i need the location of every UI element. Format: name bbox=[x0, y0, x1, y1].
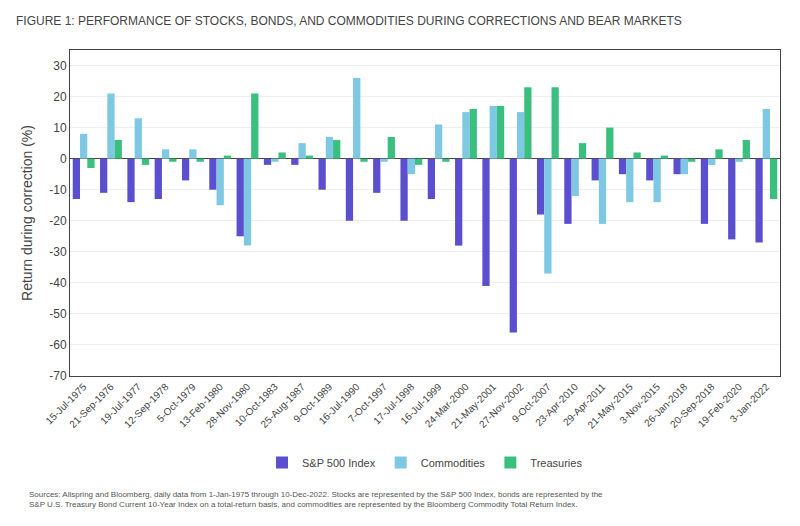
svg-text:-60: -60 bbox=[49, 338, 67, 352]
svg-text:20-Sep-2018: 20-Sep-2018 bbox=[668, 381, 717, 430]
svg-text:-70: -70 bbox=[49, 369, 67, 383]
svg-text:12-Sep-1978: 12-Sep-1978 bbox=[122, 381, 171, 430]
svg-text:29-Apr-2011: 29-Apr-2011 bbox=[561, 381, 608, 428]
svg-text:10-Oct-1983: 10-Oct-1983 bbox=[233, 381, 280, 428]
svg-text:21-Sep-1976: 21-Sep-1976 bbox=[67, 381, 116, 430]
svg-text:-30: -30 bbox=[49, 245, 67, 259]
svg-text:-20: -20 bbox=[49, 214, 67, 228]
svg-text:0: 0 bbox=[60, 152, 67, 166]
svg-text:5-Oct-1979: 5-Oct-1979 bbox=[155, 381, 198, 424]
svg-text:-10: -10 bbox=[49, 183, 67, 197]
svg-text:3-Jan-2022: 3-Jan-2022 bbox=[728, 381, 772, 425]
svg-text:Commodities: Commodities bbox=[421, 457, 486, 469]
svg-text:17-Jul-1998: 17-Jul-1998 bbox=[371, 381, 416, 426]
svg-text:23-Apr-2010: 23-Apr-2010 bbox=[533, 381, 580, 428]
svg-text:-40: -40 bbox=[49, 276, 67, 290]
svg-text:21-May-2015: 21-May-2015 bbox=[585, 381, 635, 431]
svg-text:7-Oct-1997: 7-Oct-1997 bbox=[346, 381, 389, 424]
svg-text:-50: -50 bbox=[49, 307, 67, 321]
svg-text:9-Oct-1989: 9-Oct-1989 bbox=[291, 381, 334, 424]
svg-text:25-Aug-1987: 25-Aug-1987 bbox=[258, 381, 307, 430]
svg-text:19-Jul-1977: 19-Jul-1977 bbox=[98, 381, 143, 426]
svg-text:28-Nov-1980: 28-Nov-1980 bbox=[204, 381, 253, 430]
svg-text:26-Jan-2018: 26-Jan-2018 bbox=[642, 381, 690, 429]
svg-text:19-Feb-2020: 19-Feb-2020 bbox=[696, 381, 745, 430]
svg-text:Sources: Allspring and Bloombe: Sources: Allspring and Bloomberg, daily … bbox=[29, 490, 603, 509]
svg-text:FIGURE 1: PERFORMANCE OF STOCK: FIGURE 1: PERFORMANCE OF STOCKS, BONDS, … bbox=[16, 14, 682, 28]
svg-text:15-Jul-1975: 15-Jul-1975 bbox=[43, 381, 88, 426]
svg-text:9-Oct-2007: 9-Oct-2007 bbox=[510, 381, 553, 424]
svg-text:Treasuries: Treasuries bbox=[530, 457, 582, 469]
svg-text:Return during correction (%): Return during correction (%) bbox=[19, 125, 35, 301]
svg-text:3-Nov-2015: 3-Nov-2015 bbox=[617, 381, 662, 426]
svg-text:21-May-2001: 21-May-2001 bbox=[449, 381, 499, 431]
svg-text:10: 10 bbox=[53, 121, 67, 135]
svg-text:16-Jul-1990: 16-Jul-1990 bbox=[317, 381, 362, 426]
svg-text:30: 30 bbox=[53, 59, 67, 73]
svg-text:13-Feb-1980: 13-Feb-1980 bbox=[177, 381, 226, 430]
svg-text:27-Nov-2002: 27-Nov-2002 bbox=[477, 381, 526, 430]
svg-text:S&P 500 Index: S&P 500 Index bbox=[302, 457, 376, 469]
svg-text:20: 20 bbox=[53, 90, 67, 104]
svg-text:24-Mar-2000: 24-Mar-2000 bbox=[423, 381, 472, 430]
svg-text:16-Jul-1999: 16-Jul-1999 bbox=[398, 381, 443, 426]
